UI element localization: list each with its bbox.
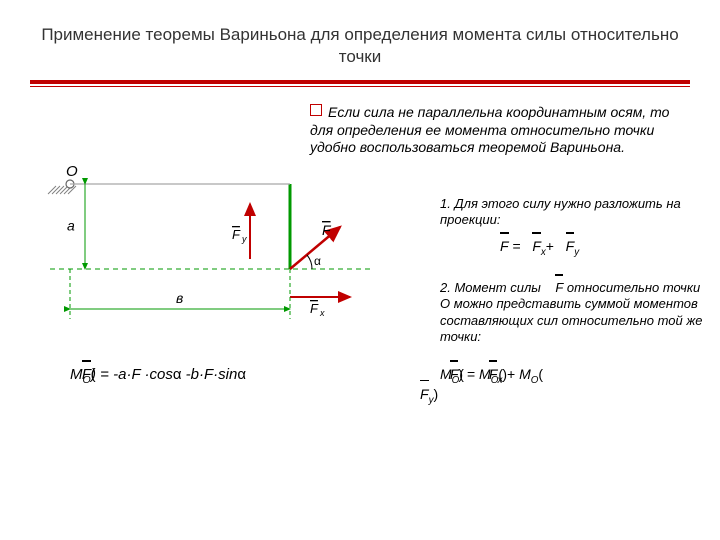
svg-text:F: F [232, 227, 241, 242]
equation-moment-sum: MO( F) = MO( Fx)+ MO( Fy) [440, 366, 545, 406]
intro-span: Если сила не параллельна координатным ос… [310, 104, 669, 155]
midm: ) = -a·F ·cos [91, 366, 173, 383]
Mm: M [70, 366, 83, 383]
c1: ) = [458, 366, 479, 382]
content-area: Если сила не параллельна координатным ос… [0, 84, 720, 504]
svg-text:F: F [310, 301, 319, 316]
plus: + [546, 238, 554, 254]
sub-y: y [574, 247, 579, 258]
svg-text:y: y [241, 234, 247, 244]
slide-title: Применение теоремы Вариньона для определ… [0, 0, 720, 76]
svg-text:a: a [67, 218, 75, 234]
equation-main: MO( F) = -a·F ·cosα -b·F·sinα [70, 366, 246, 386]
vFm3: F [420, 386, 429, 402]
equation-projection: F = Fx+ Fy [500, 238, 579, 258]
note2-text: 2. Момент силы F относительно точки O мо… [440, 280, 703, 344]
note-2: 2. Момент силы F относительно точки O мо… [440, 280, 710, 345]
svg-text:O: O [66, 164, 78, 180]
vFm2: F [489, 366, 498, 382]
intro-text: Если сила не параллельна координатным ос… [310, 104, 690, 157]
vec-F: F [500, 238, 509, 254]
p3: ( [538, 366, 543, 382]
vFm1: F [450, 366, 459, 382]
c3: ) [433, 386, 438, 402]
bullet-icon [310, 104, 322, 116]
mid2m: -b·F·sin [182, 366, 238, 383]
c2: )+ [502, 366, 519, 382]
note-1: 1. Для этого силу нужно разложить на про… [440, 196, 700, 227]
a1: α [173, 366, 182, 383]
svg-text:F: F [322, 222, 332, 238]
mechanics-diagram: OFαFxFyaв [30, 164, 390, 364]
svg-text:в: в [176, 290, 183, 306]
title-rule [0, 76, 720, 84]
vec-Fx: F [532, 238, 541, 254]
vFmm: F [82, 366, 91, 383]
eq-sign: = [512, 238, 520, 254]
M3: M [519, 366, 531, 382]
a2: α [237, 366, 246, 383]
svg-text:α: α [314, 254, 321, 268]
vec-Fy: F [566, 238, 575, 254]
svg-text:x: x [319, 308, 325, 318]
